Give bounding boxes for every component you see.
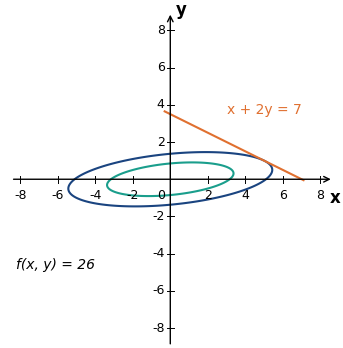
Text: x + 2y = 7: x + 2y = 7 <box>227 103 301 117</box>
Text: y: y <box>176 1 187 19</box>
Text: -8: -8 <box>152 322 165 334</box>
Text: -2: -2 <box>152 210 165 223</box>
Text: x: x <box>330 189 341 207</box>
Text: 8: 8 <box>157 24 165 37</box>
Text: -4: -4 <box>152 247 165 260</box>
Text: f(x, y) = 26: f(x, y) = 26 <box>16 258 95 271</box>
Text: 0: 0 <box>157 189 165 201</box>
Text: -4: -4 <box>89 189 102 201</box>
Text: 8: 8 <box>317 189 324 201</box>
Text: 2: 2 <box>204 189 212 201</box>
Text: 6: 6 <box>157 61 165 74</box>
Text: -2: -2 <box>127 189 139 201</box>
Text: 6: 6 <box>279 189 287 201</box>
Text: -6: -6 <box>152 284 165 297</box>
Text: 4: 4 <box>241 189 249 201</box>
Text: -8: -8 <box>14 189 26 201</box>
Text: 2: 2 <box>157 136 165 149</box>
Text: -6: -6 <box>51 189 64 201</box>
Text: 4: 4 <box>157 98 165 111</box>
